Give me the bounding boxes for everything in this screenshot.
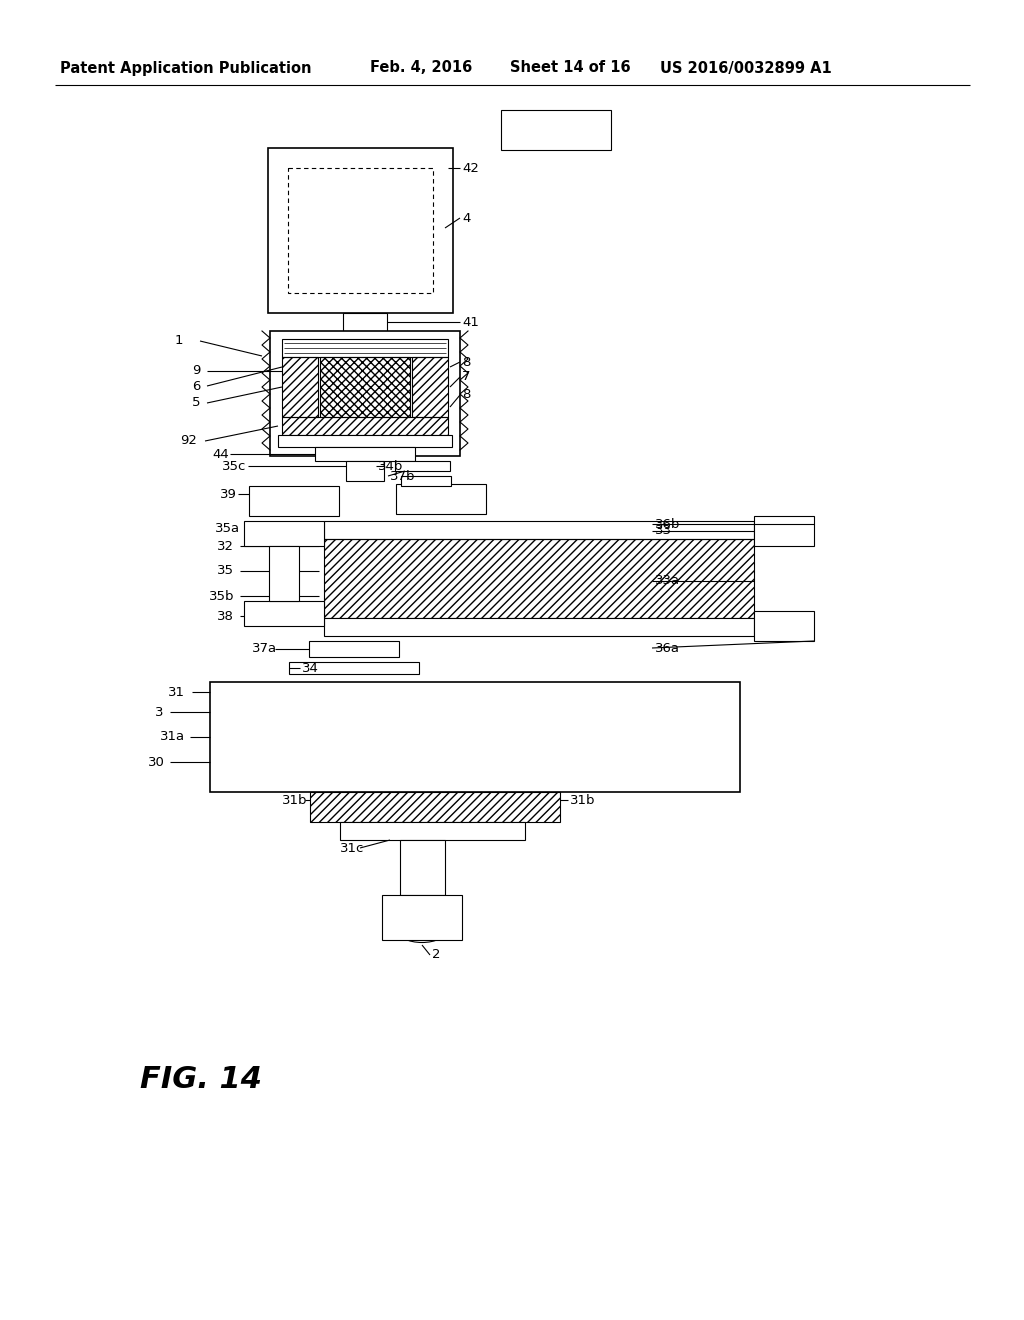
Text: 3: 3 xyxy=(155,705,164,718)
Bar xyxy=(289,663,419,675)
Bar xyxy=(346,461,384,480)
Text: 41: 41 xyxy=(462,315,479,329)
Bar xyxy=(282,339,449,356)
Bar xyxy=(395,461,450,471)
Bar xyxy=(282,356,318,417)
Text: 31c: 31c xyxy=(340,842,365,854)
Text: 38: 38 xyxy=(217,610,233,623)
Bar xyxy=(401,477,451,486)
Text: 32: 32 xyxy=(217,540,234,553)
Bar xyxy=(269,546,299,601)
Text: 33: 33 xyxy=(655,524,672,537)
Text: 31a: 31a xyxy=(160,730,185,743)
Text: 44: 44 xyxy=(212,447,228,461)
Text: Feb. 4, 2016: Feb. 4, 2016 xyxy=(370,61,472,75)
Bar xyxy=(309,642,399,657)
Text: 2: 2 xyxy=(432,949,440,961)
Bar xyxy=(412,356,449,417)
Bar xyxy=(249,486,339,516)
Bar xyxy=(210,682,740,792)
Bar xyxy=(382,895,462,940)
Bar xyxy=(288,168,433,293)
Text: Patent Application Publication: Patent Application Publication xyxy=(60,61,311,75)
Bar xyxy=(324,618,754,636)
Bar xyxy=(270,331,460,455)
Bar xyxy=(501,110,611,150)
Text: 8: 8 xyxy=(462,388,470,401)
Text: 31b: 31b xyxy=(282,793,307,807)
Text: 35c: 35c xyxy=(222,459,247,473)
Text: 6: 6 xyxy=(193,380,201,392)
Text: 42: 42 xyxy=(462,161,479,174)
Bar xyxy=(343,313,387,331)
Text: 92: 92 xyxy=(180,434,197,447)
Bar xyxy=(282,417,449,436)
Text: 7: 7 xyxy=(462,371,470,384)
Text: 4: 4 xyxy=(462,211,470,224)
Text: 36a: 36a xyxy=(655,642,680,655)
Text: 37b: 37b xyxy=(390,470,416,483)
Bar xyxy=(319,356,410,417)
Bar xyxy=(310,792,560,822)
Text: 39: 39 xyxy=(220,487,237,500)
Bar xyxy=(754,516,814,546)
Text: Sheet 14 of 16: Sheet 14 of 16 xyxy=(510,61,631,75)
Bar xyxy=(244,601,324,626)
Bar xyxy=(315,447,415,461)
Text: 31b: 31b xyxy=(570,793,596,807)
Bar xyxy=(396,484,486,513)
Text: 36b: 36b xyxy=(655,517,680,531)
Text: 1: 1 xyxy=(175,334,183,347)
Text: 34b: 34b xyxy=(378,459,403,473)
Text: 35: 35 xyxy=(217,565,234,578)
Text: 35b: 35b xyxy=(209,590,234,602)
Bar xyxy=(400,840,445,895)
Bar xyxy=(244,521,324,546)
Bar xyxy=(268,148,453,313)
Text: FIG. 14: FIG. 14 xyxy=(140,1065,262,1094)
Text: 8: 8 xyxy=(462,355,470,368)
Bar xyxy=(278,436,452,447)
Text: 35a: 35a xyxy=(215,523,240,536)
Bar xyxy=(324,539,754,618)
Bar xyxy=(340,822,525,840)
Text: 9: 9 xyxy=(193,364,201,378)
Text: 37a: 37a xyxy=(252,643,278,656)
Bar xyxy=(754,611,814,642)
Text: 31: 31 xyxy=(168,685,185,698)
Text: 33a: 33a xyxy=(655,574,680,587)
Text: 5: 5 xyxy=(193,396,201,409)
Text: 30: 30 xyxy=(148,755,165,768)
Text: US 2016/0032899 A1: US 2016/0032899 A1 xyxy=(660,61,831,75)
Bar xyxy=(324,521,754,539)
Text: 34: 34 xyxy=(302,661,318,675)
